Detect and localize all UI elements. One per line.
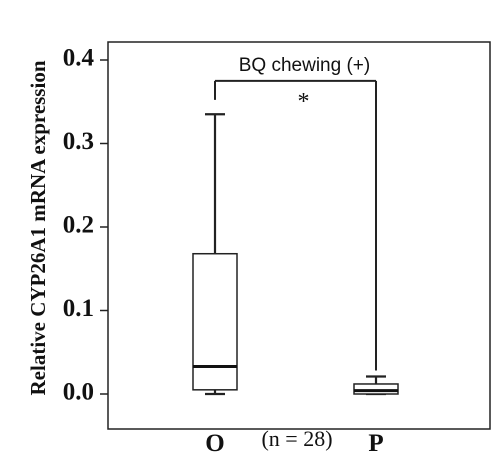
y-tick-label: 0.4 bbox=[63, 45, 95, 72]
significance-annotation: BQ chewing (+) * bbox=[214, 55, 377, 371]
plot-frame bbox=[107, 41, 491, 430]
boxes-group bbox=[192, 113, 399, 396]
box-O bbox=[192, 113, 238, 396]
y-tick-label: 0.0 bbox=[63, 379, 94, 406]
y-tick-label: 0.3 bbox=[63, 128, 94, 155]
significance-star: * bbox=[298, 89, 310, 115]
x-category-label: O bbox=[205, 430, 224, 457]
iqr-box bbox=[353, 383, 399, 395]
y-axis-ticks: 0.0 0.1 0.2 0.3 0.4 bbox=[63, 45, 108, 406]
box-P bbox=[353, 375, 399, 396]
y-axis-label: Relative CYP26A1 mRNA expression bbox=[26, 60, 50, 395]
iqr-box bbox=[192, 252, 238, 391]
x-category-label: P bbox=[368, 430, 383, 457]
y-tick-label: 0.2 bbox=[63, 212, 94, 239]
y-tick-label: 0.1 bbox=[63, 295, 94, 322]
annotation-label: BQ chewing (+) bbox=[239, 55, 370, 76]
sample-size-note: (n = 28) bbox=[261, 426, 332, 451]
